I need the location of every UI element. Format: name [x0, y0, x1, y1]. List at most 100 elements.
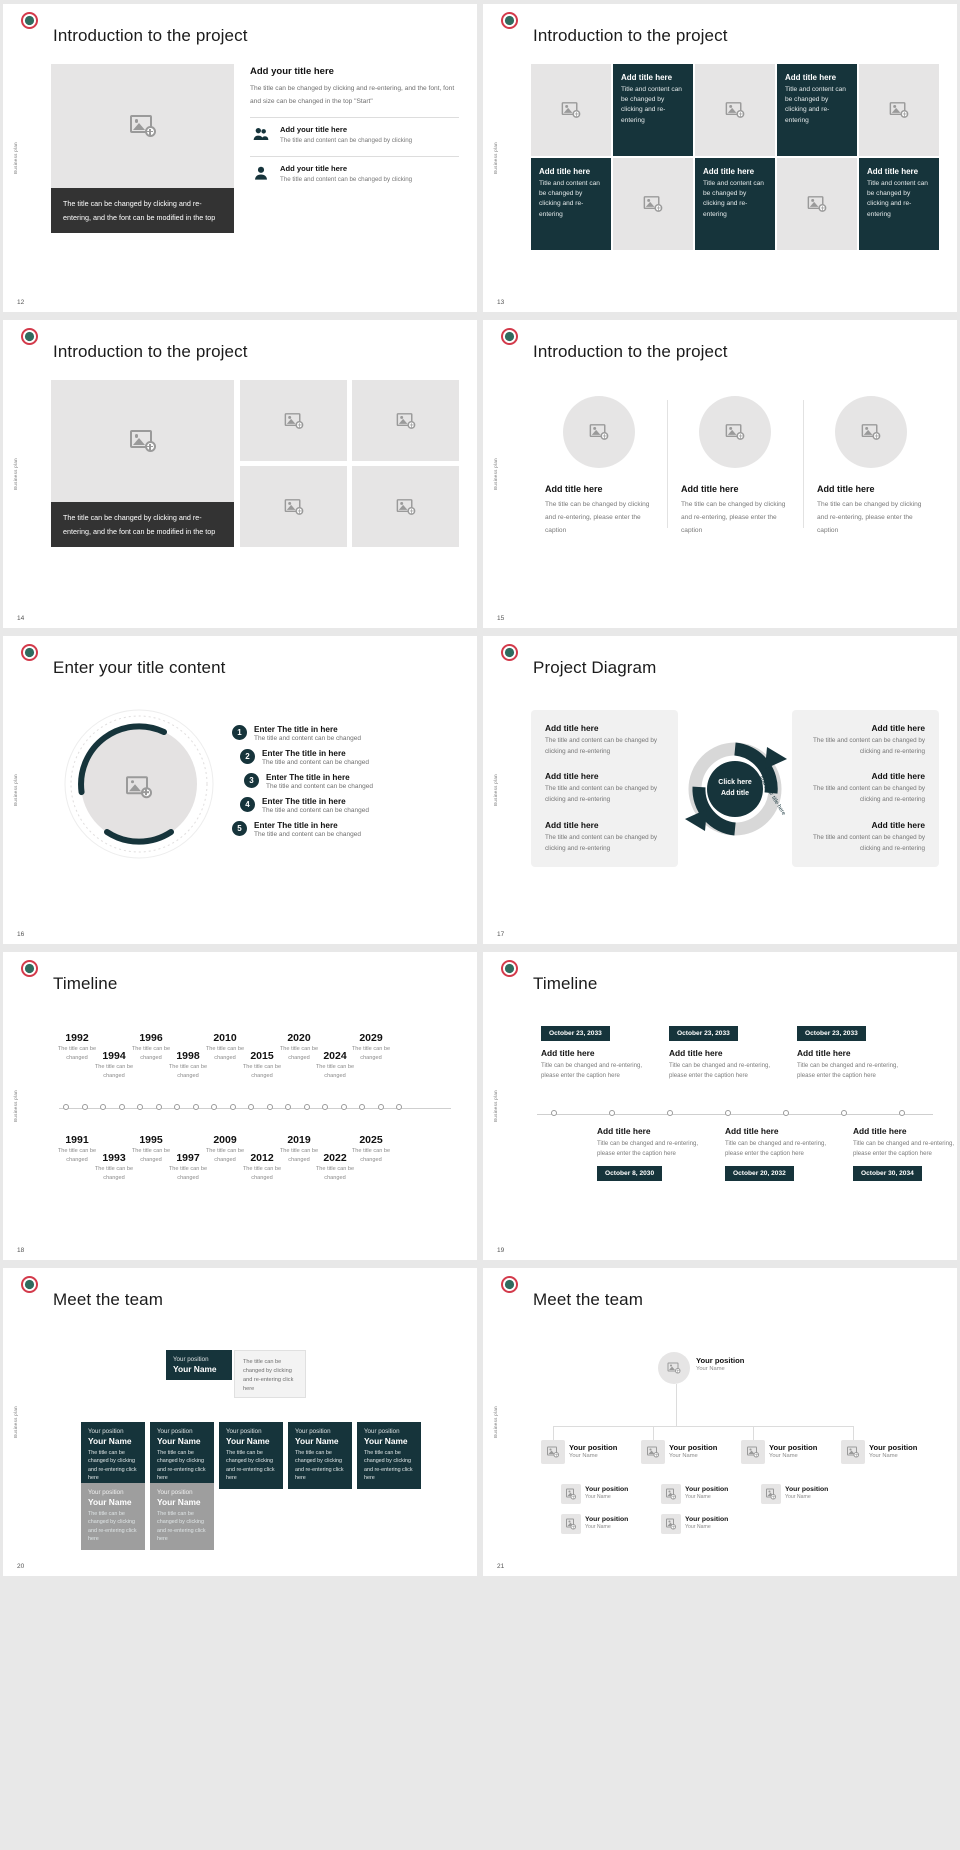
timeline-card-upper[interactable]: October 23, 2033 Add title here Title can … [541, 1022, 657, 1081]
timeline-text: The title can be changed [57, 1148, 97, 1163]
slide-21[interactable]: Business plan 21 Meet the team Your posi… [483, 1268, 957, 1576]
timeline-item: 1991 The title can be changed [50, 1134, 104, 1165]
org-card[interactable]: Your position Your Name The title can be c… [288, 1422, 352, 1489]
tile-text[interactable]: Add title here Title and content can be c… [777, 64, 857, 156]
timeline-card-lower[interactable]: Add title here Title can be changed and r… [853, 1126, 957, 1182]
feature-title: Add your title here [280, 164, 348, 174]
org-card-root[interactable]: Your position Your Name [166, 1350, 232, 1380]
sidebar-label: Business plan [13, 1090, 18, 1122]
timeline-node [303, 1104, 310, 1110]
position: Your position [585, 1516, 629, 1523]
timeline-item: 2009 The title can be changed [198, 1134, 252, 1165]
timeline-text: The title can be changed [131, 1148, 171, 1163]
slide-13[interactable]: Business plan 13 Introduction to the pro… [483, 4, 957, 312]
avatar[interactable] [661, 1514, 681, 1534]
tile-image[interactable] [695, 64, 775, 156]
avatar[interactable] [641, 1440, 665, 1464]
left-blocks[interactable]: Add title here The title and content can … [531, 710, 678, 868]
image-placeholder[interactable] [240, 466, 347, 548]
timeline-card-lower[interactable]: Add title here Title can be changed and r… [597, 1126, 713, 1182]
org-card[interactable]: Your position Your Name The title can be c… [150, 1422, 214, 1489]
tile-text[interactable]: Add title here Title and content can be c… [695, 158, 775, 250]
list-item[interactable]: 1 Enter The title in here The title and co… [232, 724, 459, 742]
block: Add title here The title and content can … [806, 771, 925, 805]
avatar[interactable] [658, 1352, 690, 1384]
image-placeholder[interactable] [563, 396, 635, 468]
page-title: Meet the team [53, 1290, 163, 1309]
image-placeholder-icon [643, 196, 663, 212]
slide-18[interactable]: Business plan 18 Timeline 1992 The title … [3, 952, 477, 1260]
tile-image[interactable] [531, 64, 611, 156]
avatar[interactable] [561, 1484, 581, 1504]
slide-14[interactable]: Business plan 14 Introduction to the pro… [3, 320, 477, 628]
feature-column[interactable]: Add title here The title can be changed … [531, 396, 667, 538]
timeline-node [118, 1104, 125, 1110]
feature-text: The title and content can be changed by … [280, 137, 413, 145]
tile-image[interactable] [859, 64, 939, 156]
image-placeholder[interactable] [699, 396, 771, 468]
avatar[interactable] [841, 1440, 865, 1464]
users-icon [250, 125, 272, 141]
org-card[interactable]: Your position Your Name The title can be c… [81, 1483, 145, 1550]
slide-caption: The title can be changed by clicking and… [51, 188, 234, 234]
avatar[interactable] [761, 1484, 781, 1504]
slide-20[interactable]: Business plan 20 Meet the team Your posi… [3, 1268, 477, 1576]
company-logo-icon [501, 644, 518, 661]
card-title: Add title here [597, 1126, 651, 1136]
image-placeholder[interactable] [51, 64, 234, 188]
timeline-card-lower[interactable]: Add title here Title can be changed and r… [725, 1126, 841, 1182]
person-label: Your position Your Name [685, 1486, 728, 1500]
image-placeholder[interactable] [51, 380, 234, 502]
page-title: Project Diagram [533, 658, 657, 677]
timeline-card-upper[interactable]: October 23, 2033 Add title here Title can … [669, 1022, 785, 1081]
image-placeholder[interactable] [352, 466, 459, 548]
slide-19[interactable]: Business plan 19 Timeline October 23, 20… [483, 952, 957, 1260]
image-placeholder[interactable] [352, 380, 459, 462]
slide-15[interactable]: Business plan 15 Introduction to the pro… [483, 320, 957, 628]
image-placeholder-icon [766, 1488, 776, 1500]
feature-column[interactable]: Add title here The title can be changed … [667, 396, 803, 538]
feature-column[interactable]: Add title here The title can be changed … [803, 396, 939, 538]
timeline-node [359, 1104, 365, 1110]
tile-text[interactable]: Add title here Title and content can be c… [859, 158, 939, 250]
page-number: 21 [497, 1563, 505, 1570]
timeline-item: 2019 The title can be changed [272, 1134, 326, 1165]
tile-text[interactable]: Add title here Title and content can be c… [531, 158, 611, 250]
avatar[interactable] [661, 1484, 681, 1504]
feature-item[interactable]: Add your title here The title and conten… [250, 125, 459, 147]
slide-17[interactable]: Business plan 17 Project Diagram Add tit… [483, 636, 957, 944]
page-number: 18 [17, 1247, 25, 1254]
slide-16[interactable]: Business plan 16 Enter your title conten… [3, 636, 477, 944]
slide-12[interactable]: Business plan 12 Introduction to the pro… [3, 4, 477, 312]
tile-row-1: Add title here Title and content can be c… [531, 64, 939, 156]
image-placeholder[interactable] [240, 380, 347, 462]
timeline-year: 1995 [139, 1134, 163, 1146]
block-title: Add title here [871, 819, 925, 830]
right-blocks[interactable]: Add title here The title and content can … [792, 710, 939, 868]
feature-item[interactable]: Add your title here The title and conten… [250, 164, 459, 186]
org-card[interactable]: Your position Your Name The title can be c… [357, 1422, 421, 1489]
feature-title: Add your title here [280, 125, 348, 135]
list-item[interactable]: 5 Enter The title in here The title and co… [232, 820, 459, 838]
avatar[interactable] [561, 1514, 581, 1534]
timeline-card-upper[interactable]: October 23, 2033 Add title here Title can … [797, 1022, 913, 1081]
list-title: Enter The title in here [254, 820, 338, 830]
org-card[interactable]: Your position Your Name The title can be c… [150, 1483, 214, 1550]
org-card[interactable]: Your position Your Name The title can be c… [81, 1422, 145, 1489]
org-card[interactable]: Your position Your Name The title can be c… [219, 1422, 283, 1489]
timeline-node [63, 1104, 69, 1110]
image-placeholder[interactable] [835, 396, 907, 468]
list-item[interactable]: 3 Enter The title in here The title and co… [244, 772, 459, 790]
avatar[interactable] [541, 1440, 565, 1464]
timeline-year: 2010 [213, 1032, 237, 1044]
connector [753, 1426, 754, 1440]
tile-image[interactable] [777, 158, 857, 250]
tile-image[interactable] [613, 158, 693, 250]
connector [653, 1426, 654, 1440]
tile-text[interactable]: Add title here Title and content can be c… [613, 64, 693, 156]
image-placeholder-icon [847, 1446, 859, 1458]
list-item[interactable]: 4 Enter The title in here The title and co… [240, 796, 459, 814]
list-item[interactable]: 2 Enter The title in here The title and co… [240, 748, 459, 766]
avatar[interactable] [741, 1440, 765, 1464]
name: Your Name [295, 1436, 339, 1446]
